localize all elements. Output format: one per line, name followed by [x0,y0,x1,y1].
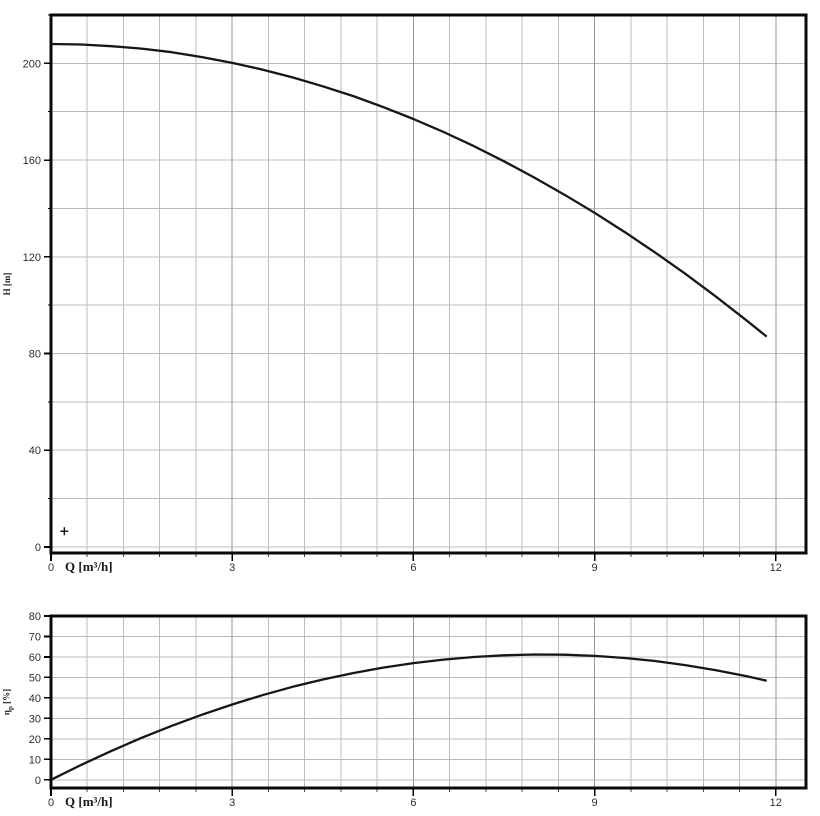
efficiency-curve [50,653,767,781]
plot-frame [49,614,808,790]
y-tick-label: 70 [29,632,41,644]
efficiency-axis-label-unit: [%] [1,688,12,707]
efficiency-axis-label-base: η [1,710,12,716]
grid-minor [51,15,806,553]
x-tick-label: 3 [229,797,235,809]
head-axis-label: H [m] [2,273,12,296]
y-tick-label: 0 [35,542,41,554]
y-tick-label: 80 [29,611,41,623]
y-tick-label: 200 [23,58,41,70]
y-tick-label: 30 [29,713,41,725]
x-tick-label: 6 [410,797,416,809]
y-tick-label: 60 [29,652,41,664]
x-tick-label: 0 [48,797,54,809]
x-axis-title: Q [m³/h] [65,794,113,809]
x-tick-label: 0 [48,562,54,574]
ticks [44,615,777,796]
efficiency-axis-label-sub: p [6,706,15,711]
y-tick-label: 20 [29,734,41,746]
y-tick-label: 120 [23,252,41,264]
x-tick-label: 12 [770,562,782,574]
y-tick-label: 40 [29,693,41,705]
plus-marker [60,527,69,536]
tick-labels: 0 3 6 9 12 0 10 20 30 40 50 60 70 80 [29,611,782,809]
y-tick-label: 40 [29,445,41,457]
y-tick-label: 160 [23,155,41,167]
x-tick-label: 9 [592,562,598,574]
y-tick-label: 10 [29,754,41,766]
grid-minor [51,616,806,788]
head-axis-label-text: H [m] [2,272,12,296]
grid-major [231,15,777,553]
y-tick-label: 0 [35,775,41,787]
H-Q-curve [50,42,768,338]
x-axis-title: Q [m³/h] [65,559,113,574]
x-tick-label: 6 [410,562,416,574]
y-tick-label: 50 [29,672,41,684]
pump-efficiency-curve-chart: 0 3 6 9 12 0 10 20 30 40 50 60 70 80 Q [m³/h] [29,611,808,809]
x-tick-label: 12 [770,797,782,809]
y-tick-label: 80 [29,349,41,361]
plot-frame [49,13,808,555]
efficiency-axis-label: ηp [%] [2,689,15,715]
grid-major [231,616,777,788]
x-tick-label: 3 [229,562,235,574]
ticks [44,14,777,561]
x-tick-label: 9 [592,797,598,809]
